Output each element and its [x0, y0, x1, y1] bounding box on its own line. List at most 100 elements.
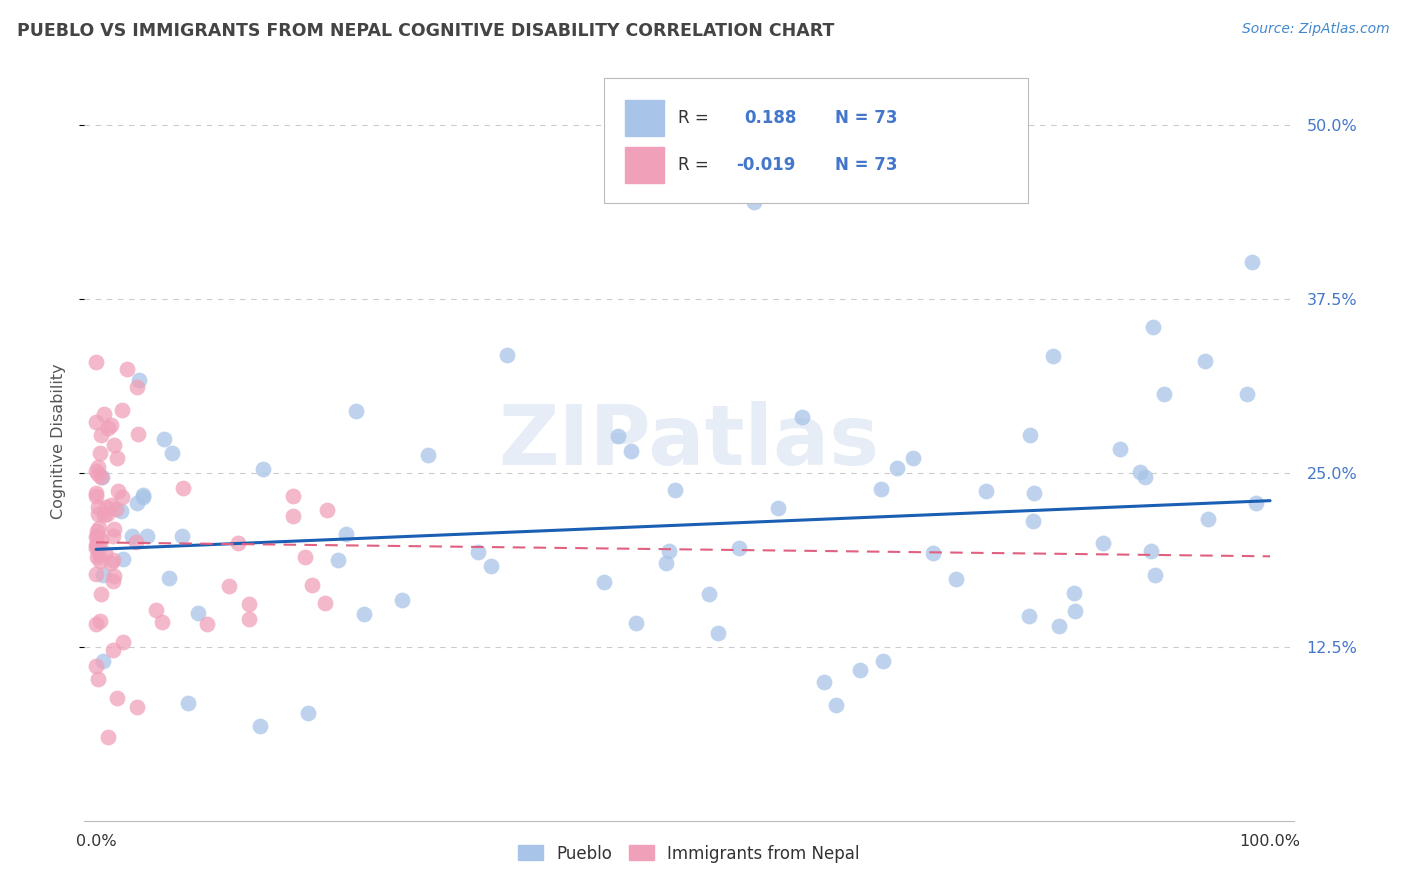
Point [112, 552, 135, 566]
Text: N = 73: N = 73 [835, 156, 898, 174]
Point [467, 545, 489, 559]
Point [707, 625, 730, 640]
Y-axis label: Cognitive Disability: Cognitive Disability [51, 364, 66, 519]
Point [416, 448, 439, 462]
FancyBboxPatch shape [605, 78, 1028, 202]
Point [238, 597, 260, 611]
Point [89, 554, 111, 568]
Point [132, 488, 155, 502]
Point [101, 529, 124, 543]
Point [314, 596, 336, 610]
Point [620, 444, 643, 458]
Point [125, 380, 148, 394]
Point [107, 483, 129, 498]
Point [974, 483, 997, 498]
Point [1063, 604, 1085, 618]
Point [479, 558, 502, 573]
Point [84, 464, 107, 478]
Point [335, 527, 357, 541]
Point [1153, 387, 1175, 401]
Bar [624, 146, 664, 183]
Point [391, 593, 413, 607]
Point [249, 719, 271, 733]
Point [218, 580, 240, 594]
Point [606, 429, 628, 443]
Point [86, 549, 108, 564]
Point [870, 483, 893, 497]
Point [1139, 543, 1161, 558]
Point [172, 481, 194, 495]
Point [104, 501, 127, 516]
Point [103, 522, 125, 536]
Point [87, 520, 110, 534]
Point [86, 467, 108, 481]
Point [886, 461, 908, 475]
Point [84, 566, 107, 581]
Point [84, 489, 107, 503]
Point [1236, 387, 1258, 401]
Point [101, 553, 124, 567]
Point [1129, 466, 1152, 480]
Point [283, 489, 305, 503]
Point [238, 612, 260, 626]
Point [187, 606, 209, 620]
Point [128, 373, 150, 387]
Point [87, 507, 110, 521]
Text: 0.188: 0.188 [745, 109, 797, 127]
Point [87, 672, 110, 686]
Point [624, 616, 647, 631]
Point [90, 533, 112, 547]
Point [91, 470, 114, 484]
Point [103, 568, 125, 582]
Point [824, 698, 846, 713]
Point [766, 501, 789, 516]
Point [901, 450, 924, 465]
Point [294, 550, 316, 565]
Point [93, 407, 115, 421]
Point [152, 615, 174, 629]
Bar [624, 100, 664, 136]
Point [91, 568, 114, 582]
Point [1142, 319, 1164, 334]
Legend: Pueblo, Immigrants from Nepal: Pueblo, Immigrants from Nepal [512, 838, 866, 869]
Point [328, 553, 350, 567]
Point [86, 524, 108, 538]
Point [125, 534, 148, 549]
Point [697, 587, 720, 601]
Point [1063, 586, 1085, 600]
Point [127, 699, 149, 714]
Point [1143, 567, 1166, 582]
Point [100, 418, 122, 433]
Text: N = 73: N = 73 [835, 109, 898, 127]
Point [664, 483, 686, 498]
Point [153, 432, 176, 446]
Text: R =: R = [678, 156, 714, 174]
Point [655, 556, 678, 570]
Point [316, 503, 339, 517]
Point [1018, 609, 1040, 624]
Point [105, 691, 128, 706]
Point [160, 446, 183, 460]
Point [84, 486, 107, 500]
Point [195, 617, 218, 632]
Point [1244, 496, 1267, 510]
Point [1240, 255, 1263, 269]
Point [813, 674, 835, 689]
Point [87, 459, 110, 474]
Point [112, 634, 135, 648]
Point [103, 438, 125, 452]
Point [170, 529, 193, 543]
Point [97, 730, 120, 744]
Point [157, 571, 180, 585]
Point [105, 450, 128, 465]
Point [89, 614, 111, 628]
Point [145, 603, 167, 617]
Point [91, 654, 114, 668]
Point [84, 538, 107, 552]
Point [1047, 619, 1070, 633]
Point [1091, 536, 1114, 550]
Point [94, 546, 117, 560]
Point [90, 587, 112, 601]
Point [1197, 512, 1219, 526]
Point [132, 490, 155, 504]
